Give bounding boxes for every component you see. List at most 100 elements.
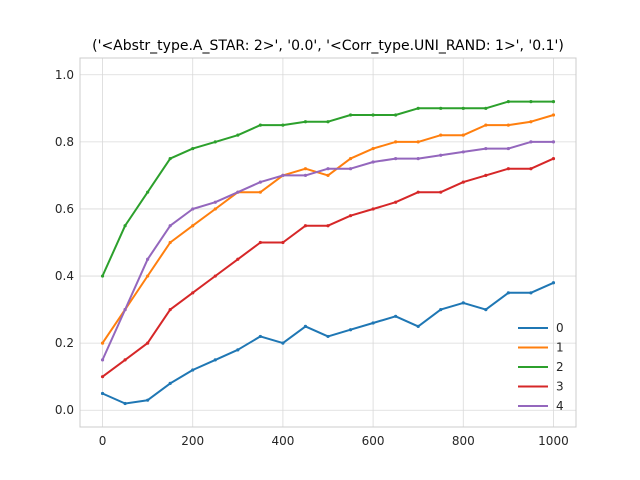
series-3-point <box>191 291 195 295</box>
series-2-point <box>123 224 127 228</box>
series-4-point <box>394 157 398 161</box>
series-3-point <box>100 375 105 379</box>
series-2-point <box>348 113 353 117</box>
series-1-point <box>303 167 308 171</box>
series-1-point <box>529 120 533 124</box>
series-2-point <box>100 274 105 278</box>
series-0-point <box>529 291 533 295</box>
series-3-point <box>123 358 127 362</box>
series-4-point <box>416 157 420 161</box>
series-3-point <box>371 207 375 211</box>
series-2-point <box>371 113 375 117</box>
series-3-point <box>394 200 398 204</box>
series-0-point <box>506 291 510 295</box>
series-0-point <box>168 381 172 385</box>
series-4-point <box>326 167 330 171</box>
series-3-point <box>281 240 285 245</box>
series-3-point <box>484 173 488 178</box>
series-1-point <box>371 146 375 151</box>
series-4-point <box>484 146 488 151</box>
series-4-point <box>236 190 240 194</box>
series-1-point <box>326 173 330 178</box>
series-3-point <box>439 190 443 194</box>
x-tick-label: 200 <box>181 434 204 448</box>
y-tick-label: 1.0 <box>55 68 74 82</box>
series-2-point <box>236 133 240 137</box>
series-2-point <box>146 190 150 194</box>
series-1-point <box>416 140 420 144</box>
legend-label: 4 <box>556 399 564 413</box>
series-0-point <box>236 348 240 352</box>
series-0-point <box>123 401 127 406</box>
x-axis-ticks: 0 200 400 600 800 1000 <box>99 434 569 448</box>
series-1-point <box>258 190 262 194</box>
series-3-point <box>348 214 353 218</box>
series-3-line <box>101 157 555 378</box>
series-2-line <box>101 100 555 277</box>
x-tick-label: 400 <box>271 434 294 448</box>
series-2-point <box>416 106 420 110</box>
x-tick-label: 800 <box>452 434 475 448</box>
series-0-point <box>439 307 443 312</box>
series-2-point <box>213 140 217 144</box>
series-2-point <box>506 100 510 104</box>
series-4-point <box>529 140 533 144</box>
series-0-point <box>146 398 150 402</box>
series-3-point <box>529 167 533 171</box>
series-4-point <box>100 358 105 362</box>
x-tick-label: 1000 <box>538 434 569 448</box>
series-2-point <box>168 157 172 161</box>
series-3-point <box>303 224 308 228</box>
series-3-point <box>258 240 262 245</box>
y-tick-label: 0.0 <box>55 403 74 417</box>
series-1-point <box>551 113 556 117</box>
series-1-point <box>100 341 105 345</box>
series-0-point <box>281 341 285 345</box>
y-tick-label: 0.2 <box>55 336 74 350</box>
series-4-point <box>168 224 172 228</box>
series-2-point <box>461 106 465 110</box>
series-3-point <box>236 257 240 261</box>
series-1-point <box>213 207 217 211</box>
series-2-point <box>394 113 398 117</box>
y-tick-label: 0.8 <box>55 135 74 149</box>
series-0-point <box>371 321 375 325</box>
series-2-point <box>326 120 330 124</box>
series-3-point <box>146 341 150 345</box>
series-1-point <box>484 123 488 127</box>
series-4-point <box>213 200 217 204</box>
series-3-point <box>506 167 510 171</box>
series-4-point <box>461 150 465 154</box>
x-tick-label: 600 <box>362 434 385 448</box>
series-3-point <box>551 157 556 161</box>
series-0-point <box>348 328 353 332</box>
x-tick-label: 0 <box>99 434 107 448</box>
y-tick-label: 0.4 <box>55 269 74 283</box>
series-1-point <box>168 240 172 245</box>
series-0-point <box>484 307 488 312</box>
series-1-point <box>394 140 398 144</box>
series-0-point <box>213 358 217 362</box>
series-0-point <box>394 314 398 318</box>
series-1-point <box>146 274 150 278</box>
series-2-point <box>551 100 556 104</box>
legend-label: 1 <box>556 341 564 355</box>
series-0-point <box>461 301 465 305</box>
legend-label: 3 <box>556 380 564 394</box>
series-0-point <box>258 334 262 339</box>
series-2-point <box>258 123 262 127</box>
chart-title: ('<Abstr_type.A_STAR: 2>', '0.0', '<Corr… <box>92 38 564 54</box>
series-1-point <box>348 157 353 161</box>
series-2-point <box>484 106 488 110</box>
series-3-point <box>416 190 420 194</box>
grid <box>80 58 576 427</box>
series-4-point <box>191 207 195 211</box>
series-layer <box>100 100 556 406</box>
series-4-point <box>371 160 375 164</box>
series-2-point <box>529 100 533 104</box>
series-4-point <box>281 173 285 178</box>
series-1-point <box>439 133 443 137</box>
series-0-point <box>100 391 105 396</box>
series-1-point <box>506 123 510 127</box>
